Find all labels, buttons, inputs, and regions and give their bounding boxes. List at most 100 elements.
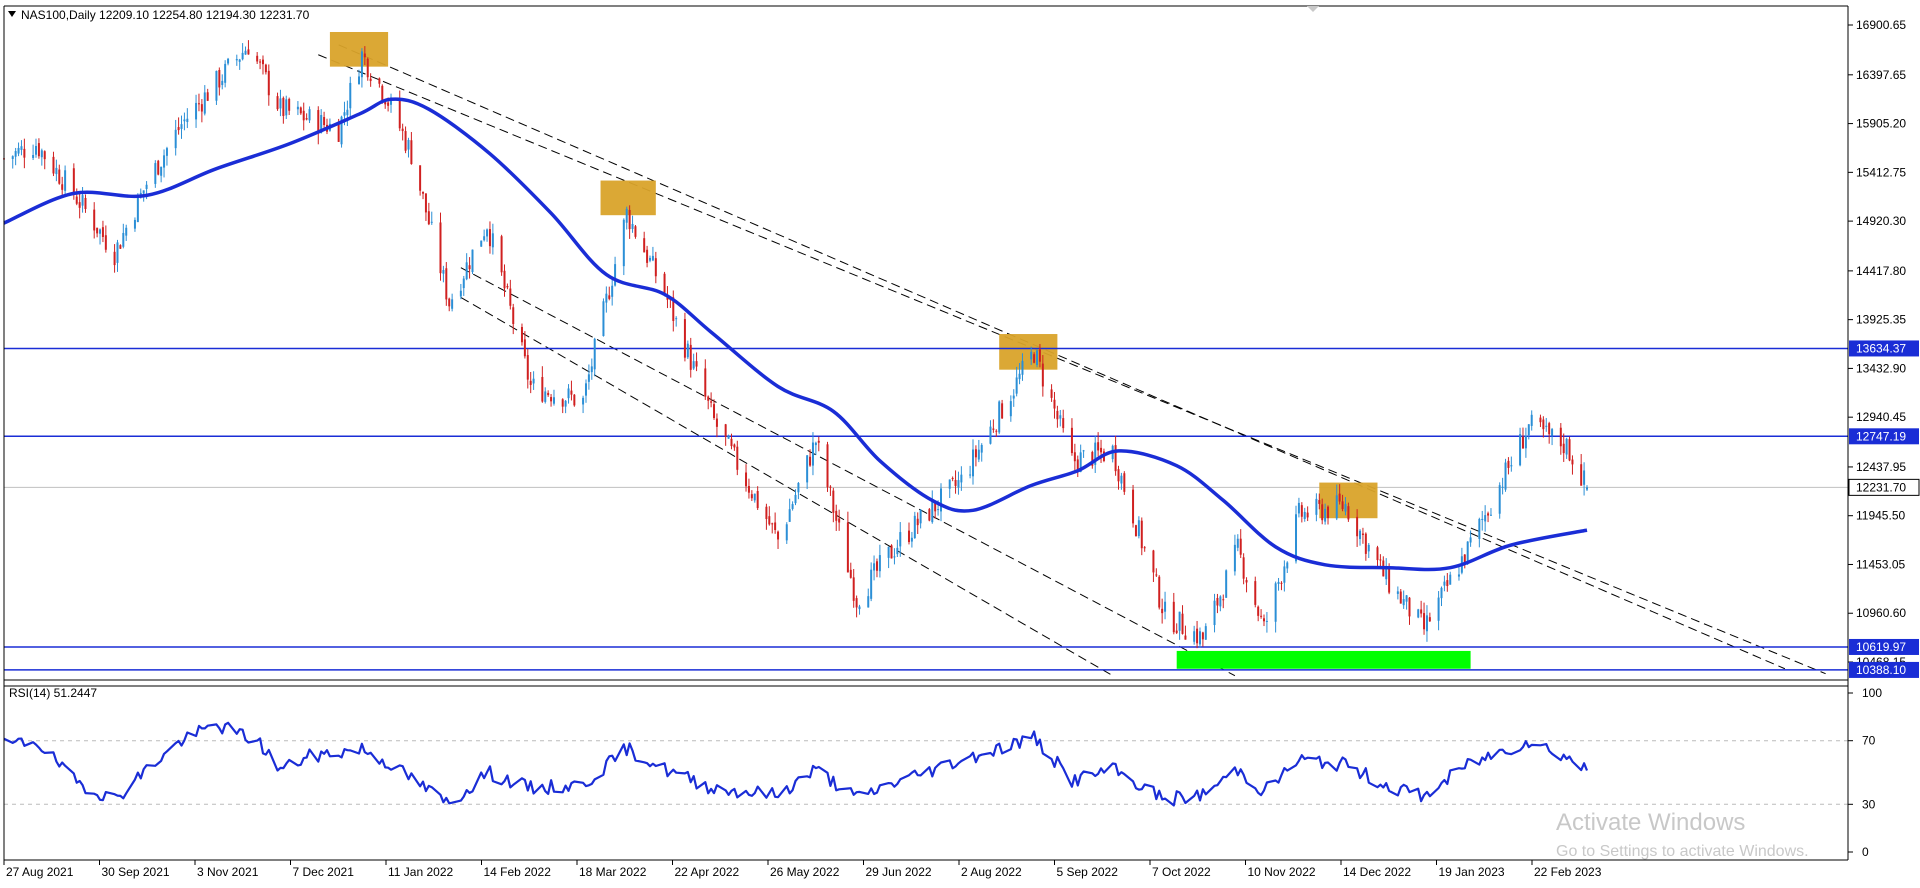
candle-body	[445, 268, 448, 300]
candle-42	[177, 117, 180, 135]
candle-body	[1315, 498, 1318, 515]
candle-56	[235, 54, 238, 66]
candle-285	[1164, 591, 1167, 620]
candle-377	[1542, 416, 1545, 438]
price-tick-label: 12940.45	[1856, 410, 1906, 424]
candle-248	[1015, 366, 1018, 397]
chevron-down-icon[interactable]	[1307, 6, 1319, 12]
candle-body	[1295, 514, 1298, 562]
candle-body	[1196, 628, 1199, 644]
candle-body	[582, 397, 585, 405]
date-tick-label: 27 Aug 2021	[6, 865, 74, 879]
candle-body	[221, 80, 224, 86]
candle-321	[1315, 493, 1318, 522]
candle-96	[398, 90, 401, 132]
candle-307	[1257, 605, 1260, 622]
candle-360	[1469, 530, 1472, 547]
candle-body	[163, 155, 166, 168]
candle-25	[104, 225, 107, 253]
candle-38	[160, 166, 163, 183]
candle-385	[1571, 455, 1574, 475]
candle-body	[1213, 600, 1216, 626]
candle-body	[1568, 439, 1571, 461]
candle-263	[1076, 455, 1079, 478]
candle-body	[235, 59, 238, 61]
candle-body	[1297, 502, 1300, 514]
candle-46	[195, 94, 198, 128]
candle-body	[154, 163, 157, 184]
candle-44	[183, 112, 186, 131]
candle-103	[424, 193, 427, 221]
date-tick-label: 7 Dec 2021	[293, 865, 355, 879]
candle-body	[899, 532, 902, 547]
candle-body	[1233, 544, 1236, 572]
candle-71	[296, 101, 299, 116]
candle-body	[320, 115, 323, 133]
rsi-tick-label: 0	[1862, 845, 1869, 859]
candle-body	[1364, 533, 1367, 554]
candle-body	[279, 98, 282, 109]
candle-body	[593, 338, 596, 370]
candle-body	[75, 196, 78, 204]
candle-129	[529, 372, 532, 394]
candle-body	[1033, 354, 1036, 363]
candle-body	[200, 104, 203, 112]
candle-139	[570, 380, 573, 401]
candle-190	[777, 530, 780, 549]
candle-191	[785, 522, 788, 544]
candle-267	[1094, 435, 1097, 474]
candle-body	[1018, 373, 1021, 380]
price-tick-label: 11453.05	[1856, 557, 1905, 571]
candle-body	[1283, 566, 1286, 583]
candle-body	[689, 344, 692, 370]
candle-91	[378, 77, 381, 88]
candle-284	[1161, 598, 1164, 624]
candle-178	[730, 433, 733, 450]
candle-334	[1364, 532, 1367, 561]
candle-body	[296, 106, 299, 110]
candle-336	[1376, 545, 1379, 568]
candle-body	[1402, 599, 1405, 606]
candle-362	[1481, 510, 1484, 531]
candle-body	[777, 531, 780, 540]
candle-body	[960, 474, 963, 483]
candle-303	[1239, 529, 1242, 559]
candle-30	[125, 224, 128, 241]
candle-140	[573, 394, 576, 407]
candle-343	[1402, 590, 1405, 609]
candle-body	[1260, 615, 1263, 617]
candle-body	[1134, 525, 1137, 537]
candle-body	[1242, 557, 1245, 579]
candle-body	[285, 99, 288, 116]
triangle-down-icon[interactable]	[8, 11, 16, 17]
candle-298	[1219, 595, 1222, 612]
candle-58	[241, 43, 244, 61]
candle-11	[52, 151, 55, 177]
level-label-bg-2	[1849, 428, 1919, 445]
candle-body	[206, 92, 209, 101]
candle-14	[61, 176, 64, 197]
candle-31	[133, 217, 136, 232]
candle-body	[1359, 530, 1362, 540]
candle-78	[323, 111, 326, 129]
candle-body	[264, 64, 267, 73]
candle-325	[1327, 505, 1330, 525]
candle-body	[14, 151, 17, 157]
candle-280	[1143, 546, 1146, 552]
candle-body	[838, 518, 841, 523]
candle-body	[430, 221, 433, 223]
candle-body	[1327, 506, 1330, 519]
candle-body	[387, 102, 390, 106]
candle-120	[491, 223, 494, 255]
candle-body	[654, 258, 657, 277]
candle-253	[1036, 349, 1039, 368]
candle-138	[567, 384, 570, 404]
candle-230	[939, 483, 942, 522]
candle-201	[826, 441, 829, 492]
candle-body	[1274, 583, 1277, 622]
candle-body	[349, 82, 352, 109]
candle-body	[125, 227, 128, 236]
candle-6	[32, 144, 35, 161]
